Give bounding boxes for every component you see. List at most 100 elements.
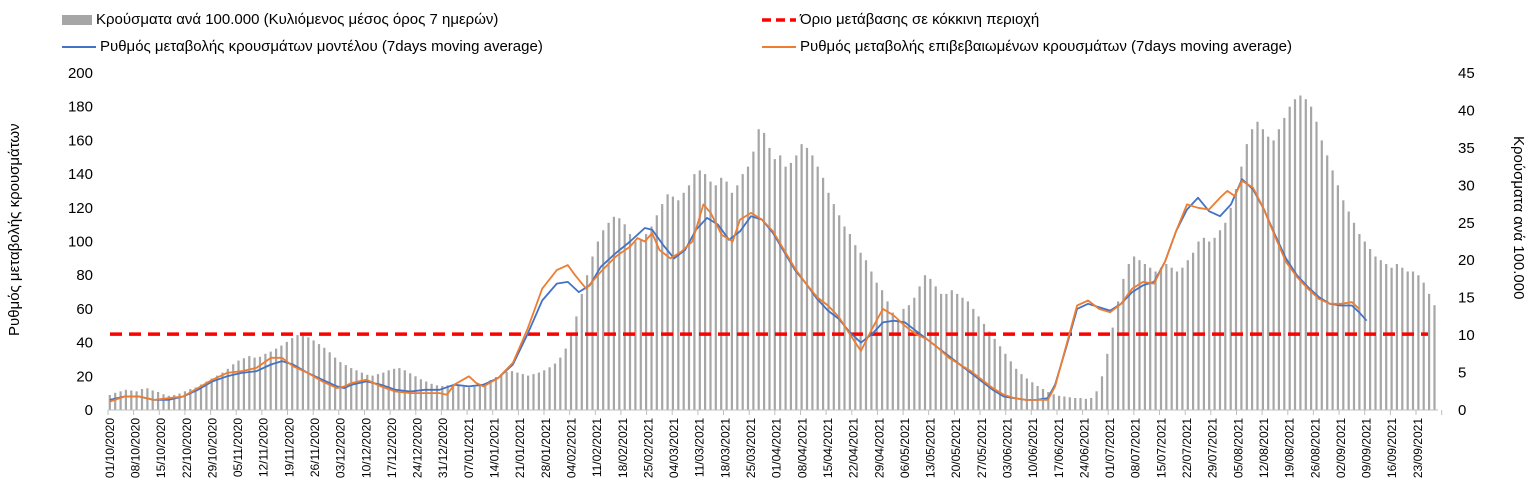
bar [178,393,181,410]
bar [1229,207,1232,410]
bar [773,159,776,410]
bar [1047,392,1050,410]
legend-item-model: Ρυθμός μεταβολής κρουσμάτων μοντέλου (7d… [62,38,543,55]
x-tick-label: 06/05/2021 [898,418,912,478]
bar [1293,99,1297,410]
x-tick-label: 19/11/2020 [282,418,296,477]
x-tick-label: 10/12/2020 [359,418,373,478]
bar [682,192,685,410]
bar [1272,140,1275,410]
bar [291,338,294,410]
bar [687,185,691,410]
bar [1411,271,1415,410]
line-series [109,178,1368,403]
x-tick-label: 13/05/2021 [924,418,938,478]
x-tick-label: 22/10/2020 [180,418,194,478]
bar [1127,264,1130,410]
x-tick-label: 20/05/2021 [949,418,963,478]
bar [1336,185,1339,410]
bar [441,386,444,410]
bar [1111,327,1114,410]
bar [419,379,422,410]
bar [1084,398,1087,410]
bar [1175,271,1179,410]
bar [1234,189,1238,410]
bar [275,348,278,410]
bar [993,338,996,410]
bar [1181,267,1184,410]
x-tick-label: 31/12/2020 [436,418,450,478]
bar [854,245,857,410]
bar [527,375,530,410]
bar [596,241,599,410]
legend-label-model: Ρυθμός μεταβολής κρουσμάτων μοντέλου (7d… [100,38,543,55]
bar [886,301,889,410]
x-tick-label: 22/04/2021 [847,418,861,478]
bar [805,147,809,410]
y-left-tick-label: 80 [76,267,93,284]
bar [258,356,262,410]
bar [693,174,696,410]
x-tick-label: 11/02/2021 [590,418,604,477]
bar [1149,267,1152,410]
bar [1106,353,1109,410]
bar [634,241,637,410]
bar [285,341,288,410]
x-tick-label: 15/04/2021 [821,418,835,478]
bar [1197,241,1200,410]
x-tick-label: 15/07/2021 [1154,418,1168,478]
bar [1433,305,1436,410]
y-left-tick-label: 60 [76,301,93,318]
x-tick-label: 23/09/2021 [1411,418,1425,478]
legend-swatch-bars [62,15,92,26]
bar [253,357,256,410]
bar [280,345,283,410]
bar [130,390,133,410]
bar [838,215,841,410]
y-axis-right-label: Κρούσματα ανά 100.000 [1510,136,1527,300]
bar [1143,264,1146,410]
bar [934,286,937,410]
y-left-tick-label: 200 [68,65,93,82]
bar [1224,222,1227,410]
bar [650,226,653,410]
bar [736,185,739,410]
x-tick-label: 03/06/2021 [1001,418,1015,478]
bar [757,129,760,410]
right-axis-tick-labels: 0 5 10 15 20 25 30 35 40 45 [1458,65,1475,419]
bar [489,380,492,410]
bar [618,218,621,410]
legend-swatch-confirmed [762,46,796,49]
bar [945,293,948,410]
bar [881,290,884,410]
bar [425,381,428,410]
bar [119,391,122,410]
y-right-tick-label: 20 [1458,252,1475,269]
x-tick-label: 25/03/2021 [744,418,758,478]
bar [628,234,632,410]
x-tick-label: 29/07/2021 [1206,418,1220,478]
bar [714,185,717,410]
bar [1256,121,1259,410]
bar [1025,378,1028,410]
bar [1074,398,1077,410]
bar [1090,398,1093,410]
bar [457,385,460,410]
bar [398,368,401,410]
y-left-tick-label: 180 [68,99,93,116]
bar [1186,260,1189,410]
bar [301,335,304,410]
bar [505,371,508,410]
bar [704,174,707,410]
bar [1095,391,1098,410]
bar [468,387,471,410]
bar [317,344,321,410]
y-right-tick-label: 5 [1458,365,1466,382]
bar [205,381,208,410]
bar [1390,267,1393,410]
axes [107,409,1443,415]
bar [859,252,862,410]
bar [864,260,868,410]
bar [189,389,192,410]
x-tick-label: 01/04/2021 [770,418,784,478]
